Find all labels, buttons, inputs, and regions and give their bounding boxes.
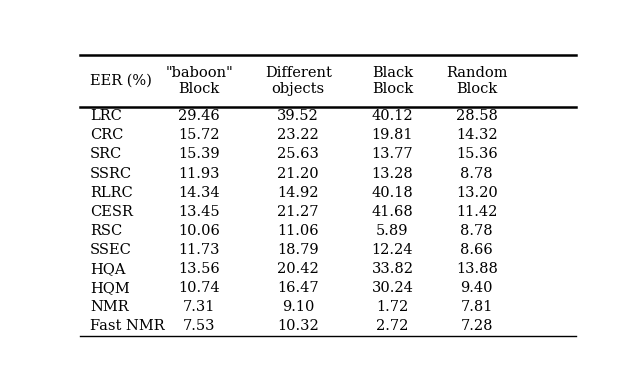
Text: 18.79: 18.79 (277, 243, 319, 257)
Text: LRC: LRC (90, 109, 122, 123)
Text: Black
Block: Black Block (372, 66, 413, 96)
Text: 13.56: 13.56 (178, 262, 220, 276)
Text: 14.32: 14.32 (456, 128, 498, 142)
Text: 15.39: 15.39 (178, 147, 220, 161)
Text: 29.46: 29.46 (178, 109, 220, 123)
Text: 14.34: 14.34 (178, 185, 220, 200)
Text: SSRC: SSRC (90, 167, 132, 180)
Text: 13.45: 13.45 (178, 205, 220, 219)
Text: 11.42: 11.42 (456, 205, 497, 219)
Text: 7.53: 7.53 (183, 319, 215, 333)
Text: 16.47: 16.47 (277, 281, 319, 295)
Text: 11.06: 11.06 (277, 224, 319, 238)
Text: 8.78: 8.78 (461, 224, 493, 238)
Text: 21.27: 21.27 (278, 205, 319, 219)
Text: 13.88: 13.88 (456, 262, 498, 276)
Text: 13.28: 13.28 (372, 167, 413, 180)
Text: 23.22: 23.22 (277, 128, 319, 142)
Text: 13.20: 13.20 (456, 185, 498, 200)
Text: 10.06: 10.06 (178, 224, 220, 238)
Text: 11.93: 11.93 (179, 167, 220, 180)
Text: Random
Block: Random Block (446, 66, 508, 96)
Text: 39.52: 39.52 (277, 109, 319, 123)
Text: 12.24: 12.24 (372, 243, 413, 257)
Text: Different
objects: Different objects (265, 66, 332, 96)
Text: 7.81: 7.81 (461, 300, 493, 314)
Text: 10.74: 10.74 (178, 281, 220, 295)
Text: 21.20: 21.20 (277, 167, 319, 180)
Text: 1.72: 1.72 (376, 300, 408, 314)
Text: 8.78: 8.78 (461, 167, 493, 180)
Text: NMR: NMR (90, 300, 129, 314)
Text: 33.82: 33.82 (371, 262, 413, 276)
Text: HQA: HQA (90, 262, 125, 276)
Text: SSEC: SSEC (90, 243, 132, 257)
Text: 11.73: 11.73 (179, 243, 220, 257)
Text: 41.68: 41.68 (372, 205, 413, 219)
Text: 7.31: 7.31 (183, 300, 215, 314)
Text: 2.72: 2.72 (376, 319, 409, 333)
Text: 19.81: 19.81 (372, 128, 413, 142)
Text: 8.66: 8.66 (460, 243, 493, 257)
Text: 14.92: 14.92 (278, 185, 319, 200)
Text: 40.12: 40.12 (372, 109, 413, 123)
Text: "baboon"
Block: "baboon" Block (165, 66, 233, 96)
Text: 28.58: 28.58 (456, 109, 498, 123)
Text: 20.42: 20.42 (277, 262, 319, 276)
Text: 15.36: 15.36 (456, 147, 498, 161)
Text: EER (%): EER (%) (90, 74, 152, 88)
Text: 7.28: 7.28 (461, 319, 493, 333)
Text: CESR: CESR (90, 205, 132, 219)
Text: 13.77: 13.77 (372, 147, 413, 161)
Text: 30.24: 30.24 (372, 281, 413, 295)
Text: Fast NMR: Fast NMR (90, 319, 164, 333)
Text: RLRC: RLRC (90, 185, 132, 200)
Text: 9.40: 9.40 (461, 281, 493, 295)
Text: 5.89: 5.89 (376, 224, 409, 238)
Text: 9.10: 9.10 (282, 300, 314, 314)
Text: 10.32: 10.32 (277, 319, 319, 333)
Text: SRC: SRC (90, 147, 122, 161)
Text: 25.63: 25.63 (277, 147, 319, 161)
Text: CRC: CRC (90, 128, 124, 142)
Text: 15.72: 15.72 (179, 128, 220, 142)
Text: 40.18: 40.18 (372, 185, 413, 200)
Text: HQM: HQM (90, 281, 130, 295)
Text: RSC: RSC (90, 224, 122, 238)
